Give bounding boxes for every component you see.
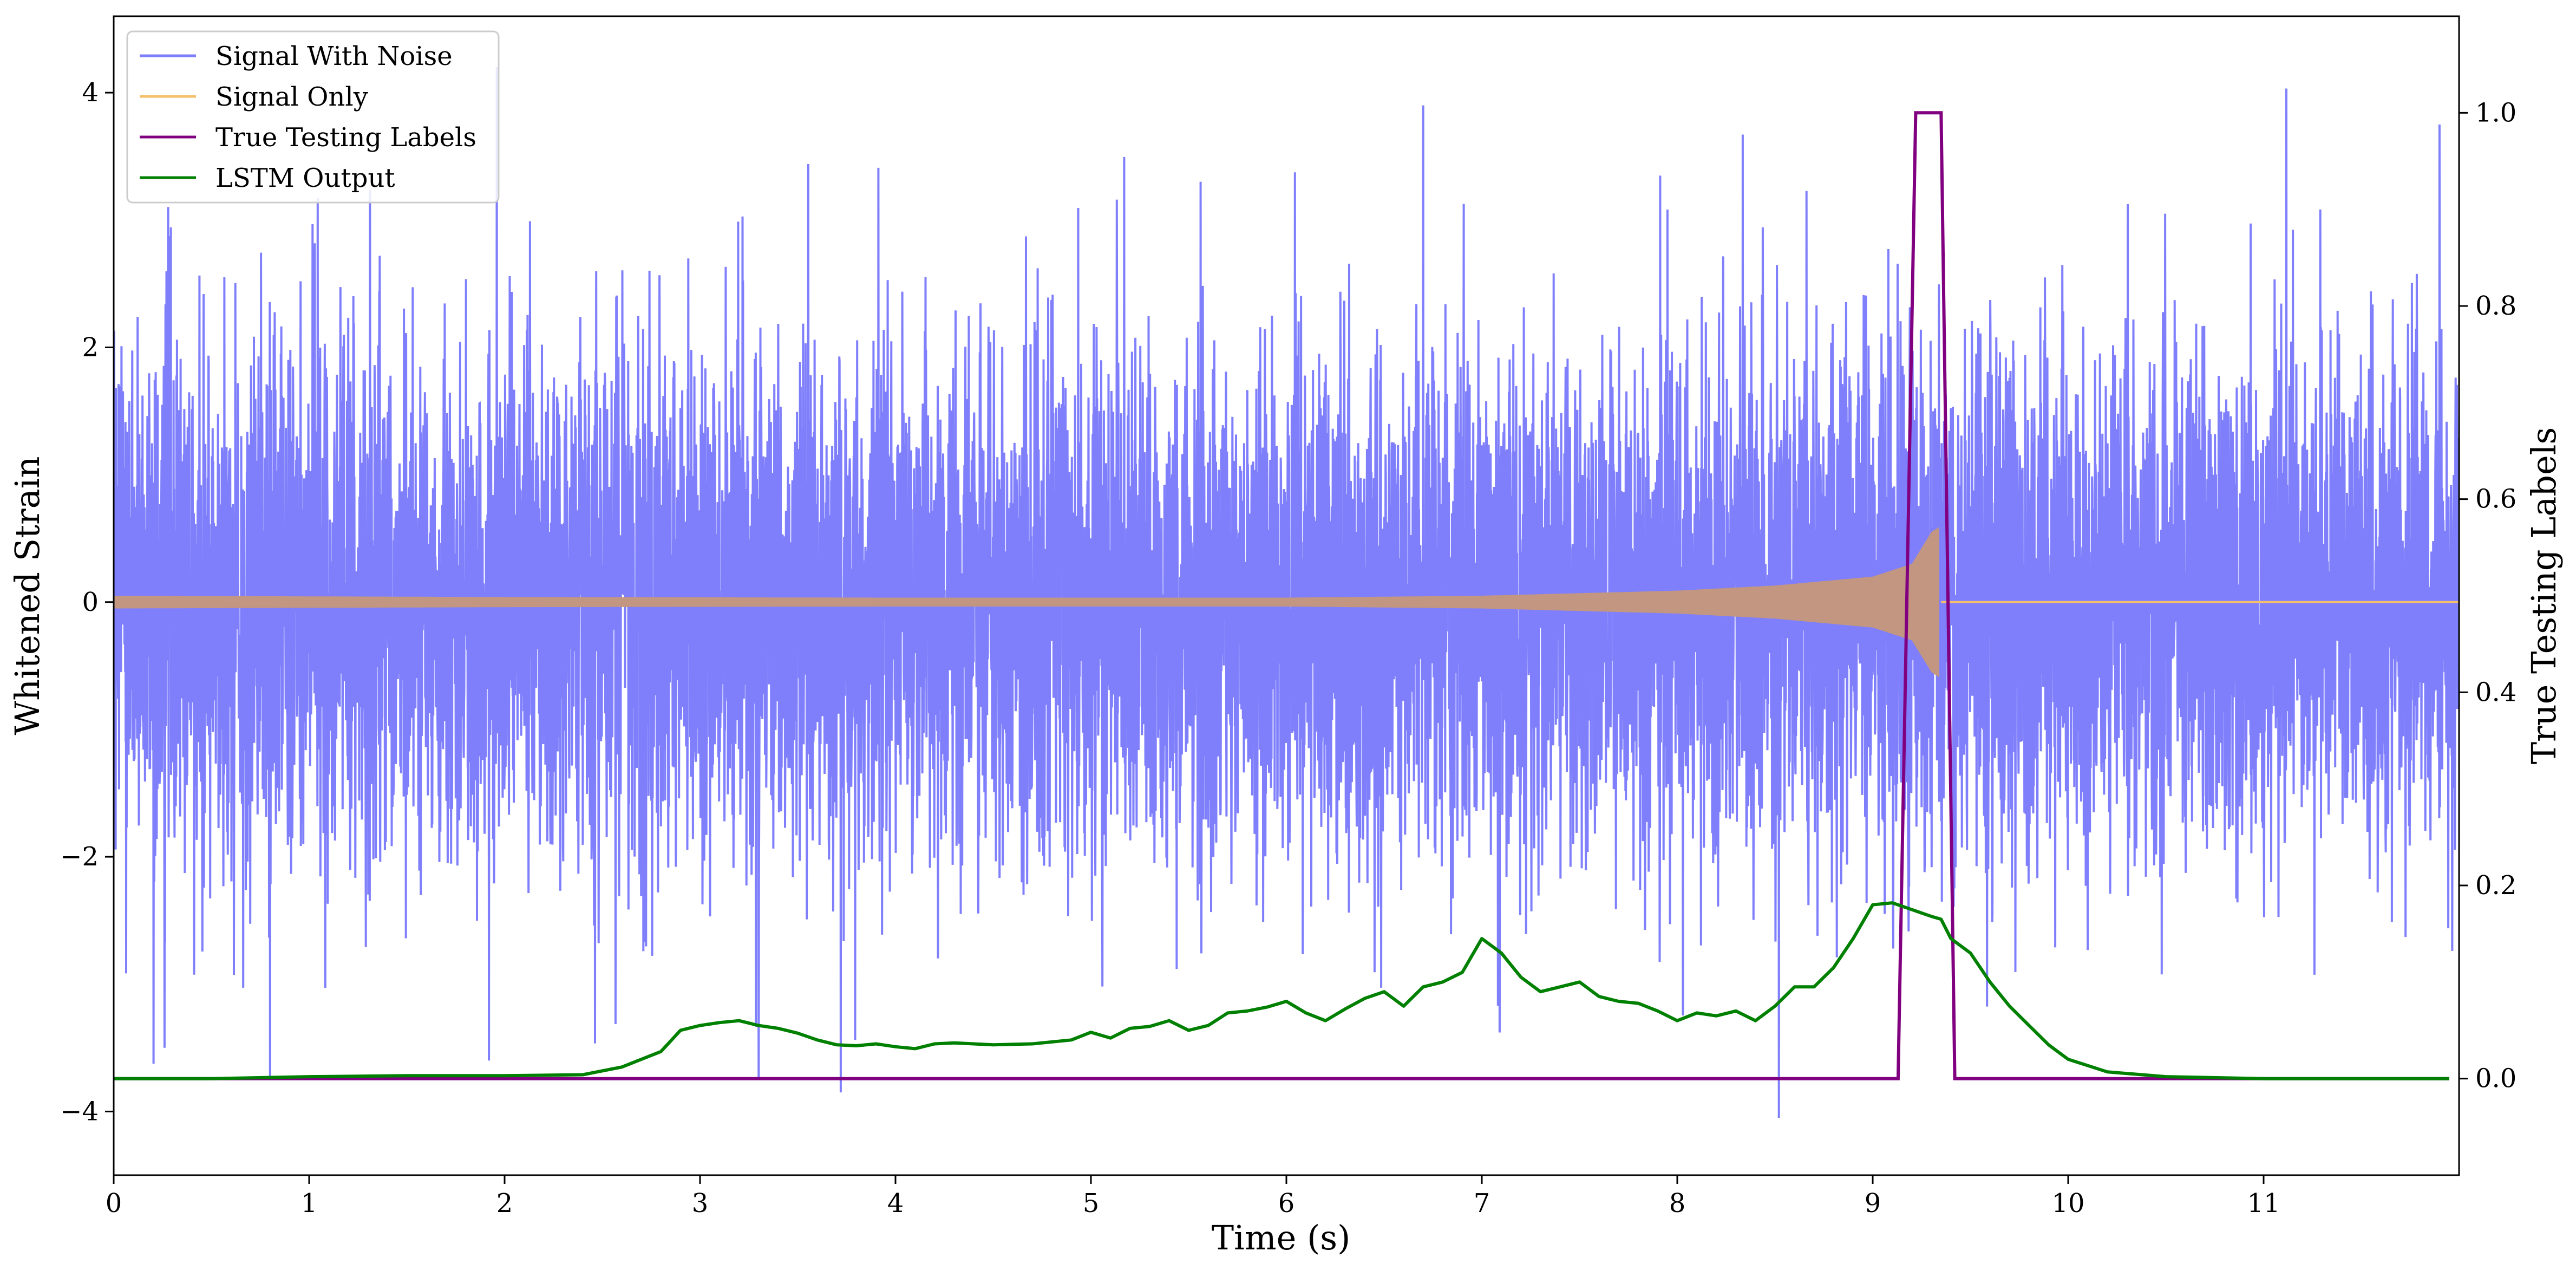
legend-label-lstm-output: LSTM Output [215, 163, 395, 193]
y2-axis-title: True Testing Labels [2524, 427, 2564, 765]
x-tick-label: 7 [1474, 1188, 1490, 1219]
legend-box [126, 30, 500, 204]
y2-tick-label: 0.4 [2475, 677, 2516, 707]
y-axis-right: 0.0 0.2 0.4 0.6 0.8 1.0 [2459, 97, 2516, 1094]
x-axis: 0 1 2 3 4 5 6 7 8 9 10 11 [106, 1175, 2280, 1219]
x-axis-title: Time (s) [1212, 1218, 1351, 1258]
legend-label-signal-only: Signal Only [215, 82, 368, 112]
x-tick-label: 4 [887, 1188, 904, 1219]
y-tick-label: 4 [82, 77, 99, 108]
y-tick-label: −4 [60, 1096, 99, 1126]
x-tick-label: 6 [1278, 1188, 1295, 1219]
plot-area [114, 67, 2459, 1118]
x-tick-label: 1 [301, 1188, 318, 1219]
x-tick-label: 3 [692, 1188, 709, 1219]
y-tick-label: 2 [82, 332, 99, 362]
y2-tick-label: 0.0 [2475, 1064, 2516, 1094]
y2-tick-label: 0.2 [2475, 870, 2516, 901]
x-tick-label: 0 [106, 1188, 122, 1219]
legend-label-signal-with-noise: Signal With Noise [215, 41, 453, 71]
y-axis-left: −4 −2 0 2 4 [60, 77, 114, 1126]
series-signal-with-noise [114, 67, 2459, 1118]
x-tick-label: 9 [1865, 1188, 1881, 1219]
x-tick-label: 11 [2247, 1188, 2280, 1219]
series-signal-only-chirp [114, 527, 1939, 677]
y2-tick-label: 0.8 [2475, 291, 2516, 321]
y2-tick-label: 0.6 [2475, 484, 2516, 514]
y-tick-label: 0 [82, 587, 99, 617]
x-tick-label: 2 [496, 1188, 513, 1219]
legend-label-true-testing-labels: True Testing Labels [215, 122, 476, 153]
y-tick-label: −2 [60, 842, 99, 872]
legend: Signal With Noise Signal Only True Testi… [126, 30, 500, 204]
x-tick-label: 10 [2051, 1188, 2084, 1219]
y-axis-title: Whitened Strain [8, 457, 47, 735]
x-tick-label: 5 [1083, 1188, 1100, 1219]
series-lstm-output [114, 901, 2449, 1080]
x-tick-label: 8 [1669, 1188, 1686, 1219]
y2-tick-label: 1.0 [2475, 97, 2516, 128]
series-true-testing-labels [114, 111, 2449, 1080]
